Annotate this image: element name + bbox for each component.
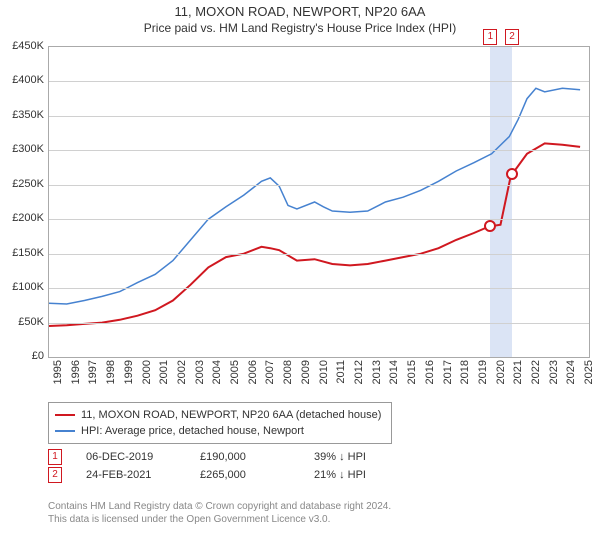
x-tick-label: 1998 <box>105 360 117 384</box>
x-tick-label: 1997 <box>87 360 99 384</box>
x-tick-label: 2018 <box>459 360 471 384</box>
x-tick-label: 1996 <box>70 360 82 384</box>
sale-marker <box>484 220 496 232</box>
x-tick-label: 1995 <box>52 360 64 384</box>
sale-number-badge: 2 <box>48 467 62 483</box>
x-tick-label: 2000 <box>141 360 153 384</box>
x-tick-label: 2001 <box>158 360 170 384</box>
x-tick-label: 2012 <box>353 360 365 384</box>
x-tick-label: 2003 <box>194 360 206 384</box>
x-tick-label: 2010 <box>318 360 330 384</box>
y-tick-label: £450K <box>4 40 44 52</box>
sales-table: 1 06-DEC-2019 £190,000 39% ↓ HPI 2 24-FEB-202… <box>48 448 404 484</box>
sale-delta: 39% ↓ HPI <box>314 448 404 466</box>
x-tick-label: 2005 <box>229 360 241 384</box>
y-tick-label: £50K <box>4 316 44 328</box>
sale-flag: 2 <box>505 29 519 45</box>
legend-item: 11, MOXON ROAD, NEWPORT, NP20 6AA (detac… <box>55 407 385 423</box>
x-tick-label: 2024 <box>565 360 577 384</box>
sale-flag: 1 <box>483 29 497 45</box>
sale-date: 24-FEB-2021 <box>86 466 176 484</box>
y-tick-label: £150K <box>4 247 44 259</box>
y-tick-label: £250K <box>4 178 44 190</box>
x-tick-label: 2021 <box>512 360 524 384</box>
x-tick-label: 2022 <box>530 360 542 384</box>
x-tick-label: 2025 <box>583 360 595 384</box>
legend-label: 11, MOXON ROAD, NEWPORT, NP20 6AA (detac… <box>81 407 381 423</box>
y-tick-label: £200K <box>4 212 44 224</box>
sale-date: 06-DEC-2019 <box>86 448 176 466</box>
x-tick-label: 2002 <box>176 360 188 384</box>
x-tick-label: 2006 <box>247 360 259 384</box>
x-tick-label: 2020 <box>495 360 507 384</box>
x-tick-label: 2019 <box>477 360 489 384</box>
chart-plot: 12 <box>48 46 590 358</box>
x-tick-label: 2007 <box>264 360 276 384</box>
y-tick-label: £350K <box>4 109 44 121</box>
series-subject <box>49 143 580 326</box>
title: 11, MOXON ROAD, NEWPORT, NP20 6AA <box>0 0 600 19</box>
x-tick-label: 2013 <box>371 360 383 384</box>
legend-label: HPI: Average price, detached house, Newp… <box>81 423 304 439</box>
legend: 11, MOXON ROAD, NEWPORT, NP20 6AA (detac… <box>48 402 392 444</box>
x-tick-label: 2017 <box>442 360 454 384</box>
y-tick-label: £0 <box>4 350 44 362</box>
sale-number-badge: 1 <box>48 449 62 465</box>
sale-price: £190,000 <box>200 448 290 466</box>
sale-price: £265,000 <box>200 466 290 484</box>
y-tick-label: £300K <box>4 143 44 155</box>
sales-row: 2 24-FEB-2021 £265,000 21% ↓ HPI <box>48 466 404 484</box>
x-tick-label: 1999 <box>123 360 135 384</box>
legend-swatch <box>55 414 75 416</box>
x-tick-label: 2014 <box>388 360 400 384</box>
series-hpi <box>49 88 580 304</box>
legend-item: HPI: Average price, detached house, Newp… <box>55 423 385 439</box>
x-tick-label: 2011 <box>335 360 347 384</box>
x-tick-label: 2009 <box>300 360 312 384</box>
x-tick-label: 2016 <box>424 360 436 384</box>
sale-delta: 21% ↓ HPI <box>314 466 404 484</box>
x-tick-label: 2008 <box>282 360 294 384</box>
footnote-l2: This data is licensed under the Open Gov… <box>48 513 391 526</box>
sales-row: 1 06-DEC-2019 £190,000 39% ↓ HPI <box>48 448 404 466</box>
footnote-l1: Contains HM Land Registry data © Crown c… <box>48 500 391 513</box>
legend-swatch <box>55 430 75 432</box>
y-tick-label: £100K <box>4 281 44 293</box>
footnote: Contains HM Land Registry data © Crown c… <box>48 500 391 526</box>
x-tick-label: 2015 <box>406 360 418 384</box>
y-tick-label: £400K <box>4 74 44 86</box>
x-tick-label: 2023 <box>548 360 560 384</box>
sale-marker <box>506 168 518 180</box>
x-tick-label: 2004 <box>211 360 223 384</box>
chart-svg <box>49 47 589 357</box>
